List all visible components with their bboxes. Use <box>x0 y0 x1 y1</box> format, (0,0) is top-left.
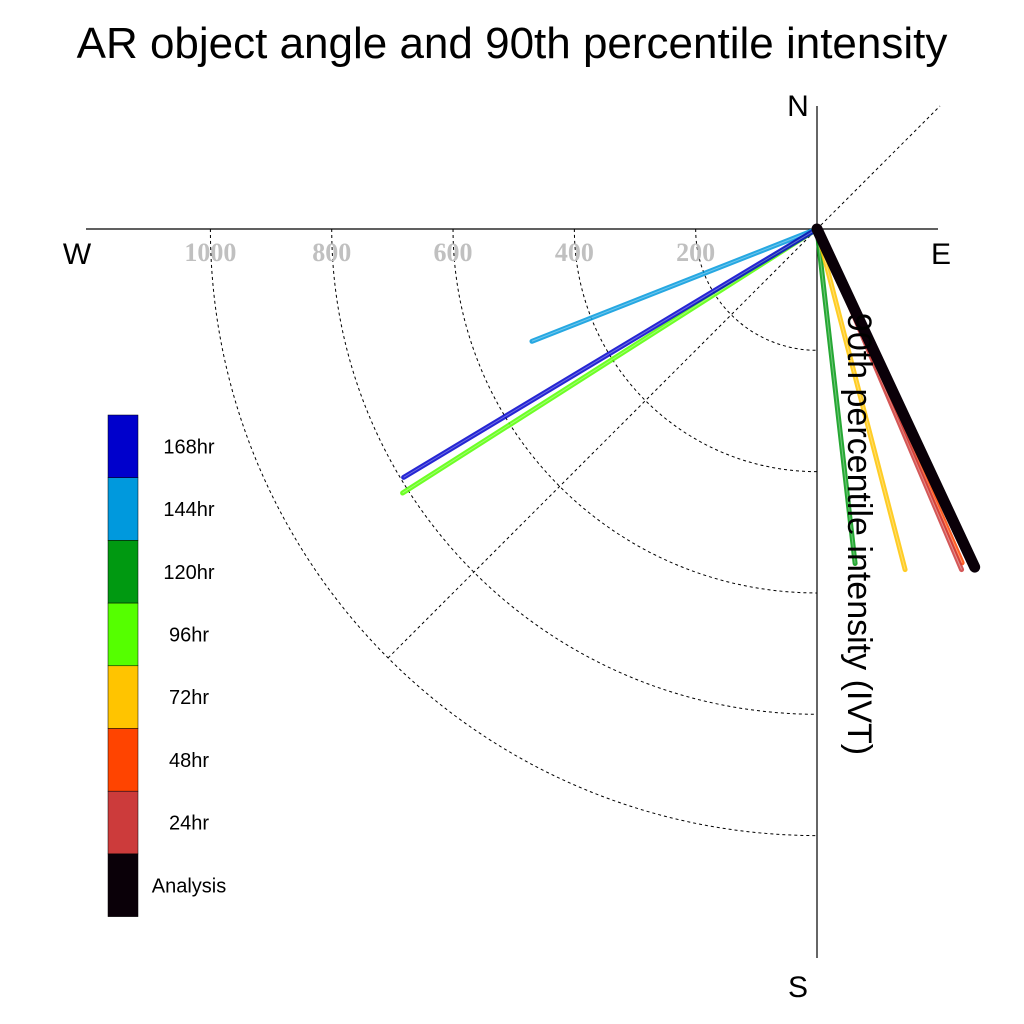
radial-axis-label: 90th percentile intensity (IVT) <box>840 313 878 755</box>
radial-tick-label-400: 400 <box>555 238 594 267</box>
compass-east-label: E <box>931 238 951 271</box>
grid-arc-1000 <box>209 228 818 837</box>
vector-72hr-outline <box>814 226 908 573</box>
grid-arc-800 <box>331 228 818 715</box>
radial-tick-label-800: 800 <box>312 238 351 267</box>
radial-tick-label-600: 600 <box>434 238 473 267</box>
vector-144hr-highlight <box>531 228 818 342</box>
vector-120hr-highlight <box>816 228 856 564</box>
legend-swatch-96hr <box>107 602 139 667</box>
legend-label-72hr: 72hr <box>169 687 209 709</box>
legend-label-120hr: 120hr <box>163 562 214 584</box>
compass-west-label: W <box>63 238 92 271</box>
legend-label-analysis: Analysis <box>152 875 226 897</box>
grid-diagonal <box>387 105 941 659</box>
grid-arc-200 <box>695 228 818 351</box>
vector-72hr-highlight <box>816 228 906 570</box>
legend-swatch-48hr <box>107 728 139 792</box>
compass-north-label: N <box>787 90 809 123</box>
grid-arc-600 <box>452 228 818 594</box>
legend-swatch-168hr <box>107 414 139 478</box>
legend-label-168hr: 168hr <box>163 436 214 458</box>
vector-144hr-outline <box>529 226 820 344</box>
vector-analysis <box>811 223 981 573</box>
compass-south-label: S <box>788 971 808 1004</box>
radial-tick-labels: 200 400 600 800 1000 <box>184 238 715 267</box>
legend-label-144hr: 144hr <box>163 499 214 521</box>
legend-label-24hr: 24hr <box>169 813 209 835</box>
polar-grid <box>209 105 941 837</box>
legend: 168hr 144hr 120hr 96hr 72hr 48hr 24hr Analysis <box>107 414 226 917</box>
radial-tick-label-200: 200 <box>676 238 715 267</box>
legend-swatch-analysis <box>107 853 139 917</box>
legend-swatch-144hr <box>107 477 139 541</box>
legend-swatch-24hr <box>107 790 139 855</box>
chart-title: AR object angle and 90th percentile inte… <box>77 19 948 68</box>
legend-swatch-72hr <box>107 665 139 729</box>
legend-label-48hr: 48hr <box>169 750 209 772</box>
vector-168hr-highlight <box>403 228 818 478</box>
legend-swatch-120hr <box>107 540 139 604</box>
series-vectors <box>400 223 981 573</box>
radial-tick-label-1000: 1000 <box>184 238 236 267</box>
legend-label-96hr: 96hr <box>169 624 209 646</box>
vector-120hr-outline <box>814 226 858 566</box>
grid-arc-400 <box>573 228 818 473</box>
vector-168hr-outline <box>401 226 820 480</box>
